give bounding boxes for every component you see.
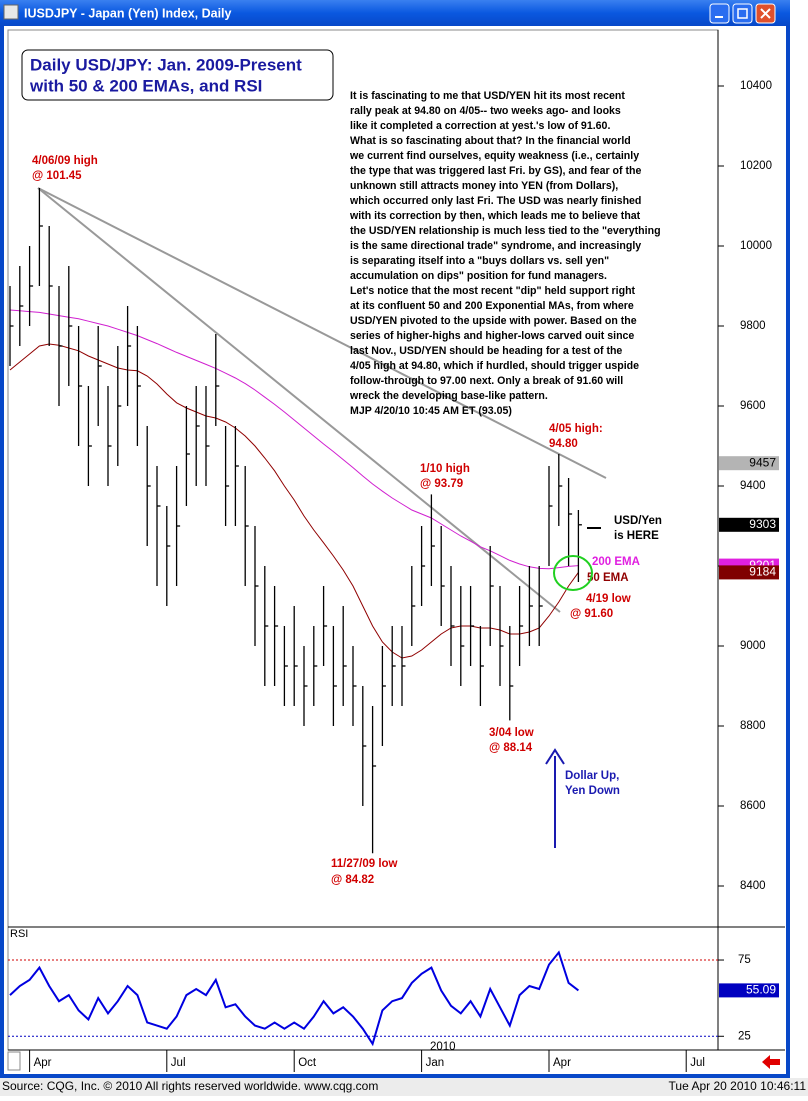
ema-50-line [9,343,579,659]
rsi-tag-label: 55.09 [746,983,776,997]
ema-200-line [9,309,579,570]
annotation: 1/10 high [420,463,470,475]
x-tick-label: Apr [553,1057,571,1069]
commentary-line: like it completed a correction at yest.'… [350,120,610,132]
y-tick-label: 8400 [740,880,766,892]
window-title: IUSDJPY - Japan (Yen) Index, Daily [24,6,232,20]
y-tick-label: 9800 [740,320,766,332]
price-tag-label: 9303 [749,517,776,531]
title-bar [0,0,790,26]
commentary-line: we current find ourselves, equity weakne… [349,150,639,162]
commentary-line: USD/YEN pivoted to the upside with power… [350,315,637,327]
x-year-label: 2010 [430,1041,456,1053]
annotation: 4/05 high: [549,423,603,435]
commentary-line: last Nov., USD/YEN should be heading for… [350,345,622,357]
y-tick-label: 75 [738,954,751,966]
panel-title: RSI [10,928,28,940]
chart-title: with 50 & 200 EMAs, and RSI [29,76,262,95]
status-bar [0,1078,808,1096]
annotation: Yen Down [565,785,620,797]
y-tick-label: 9600 [740,400,766,412]
trendline [37,187,607,479]
commentary-line: What is so fascinating about that? In th… [350,135,631,147]
commentary-line: rally peak at 94.80 on 4/05-- two weeks … [350,105,621,117]
price-tag-label: 9457 [749,455,776,469]
y-tick-label: 8600 [740,800,766,812]
trendline [37,187,561,613]
annotation: 94.80 [549,438,578,450]
arrow-head [545,748,565,765]
price-tag [719,517,779,532]
commentary-line: MJP 4/20/10 10:45 AM ET (93.05) [350,405,512,417]
annotation: @ 101.45 [32,170,82,182]
maximize-button[interactable] [732,3,753,24]
price-tag [719,456,779,471]
commentary-line: Let's notice that the most recent "dip" … [350,285,636,297]
x-tick-label: Oct [298,1057,317,1069]
annotation: 50 EMA [587,572,629,584]
commentary: It is fascinating to me that USD/YEN hit… [349,90,661,417]
commentary-line: It is fascinating to me that USD/YEN hit… [350,90,625,102]
window-icon [3,4,19,20]
commentary-line: at its confluent 50 and 200 Exponential … [350,300,634,312]
x-tick-label: Jul [690,1057,705,1069]
annotation: 3/04 low [489,727,534,739]
y-tick-label: 9400 [740,480,766,492]
annotation: @ 84.82 [331,874,374,886]
annotation: USD/Yen [614,515,662,527]
price-tag-label: 9184 [749,565,776,579]
commentary-line: is separating itself into a "buys dollar… [350,255,609,267]
commentary-line: 4/05 high at 94.80, which if hurdled, sh… [350,360,639,372]
price-tag [719,565,779,580]
annotation: @ 88.14 [489,742,533,754]
y-tick-label: 10200 [740,160,772,172]
annotation: 4/19 low [586,593,631,605]
y-tick-label: 10400 [740,80,772,92]
annotation: @ 91.60 [570,608,613,620]
footer-timestamp: Tue Apr 20 2010 10:46:11 [669,1079,807,1093]
x-tick-label: Jan [426,1057,445,1069]
commentary-line: accumulation on dips" position for fund … [350,270,607,282]
maximize-glyph [737,8,748,19]
rsi-line [9,950,580,1047]
close-glyph [760,8,771,19]
commentary-line: is the same directional trade" syndrome,… [350,240,641,252]
commentary-line: which occurred only last Fri. The USD wa… [349,195,641,207]
commentary-line: wreck the developing base-like pattern. [349,390,548,402]
scroll-arrow[interactable] [762,1055,780,1069]
scroll-box[interactable] [7,1051,21,1071]
commentary-line: series of higher-highs and higher-lows c… [350,330,634,342]
footer-source: Source: CQG, Inc. © 2010 All rights rese… [2,1079,378,1093]
annotation: @ 93.79 [420,478,463,490]
annotation: is HERE [614,530,659,542]
commentary-line: unknown still attracts money into YEN (f… [350,180,618,192]
commentary-line: the USD/YEN relationship is much less ti… [350,225,661,237]
title-box [21,49,334,101]
y-tick-label: 25 [738,1030,751,1042]
annotation: 4/06/09 high [32,155,98,167]
rsi-tag [719,983,779,998]
highlight-circle [553,555,593,591]
y-tick-label: 9000 [740,640,766,652]
y-tick-label: 8800 [740,720,766,732]
minimize-button[interactable] [709,3,730,24]
chart-title: Daily USD/JPY: Jan. 2009-Present [30,55,302,74]
commentary-line: follow-through to 97.00 next. Only a bre… [350,375,623,387]
plot-layer: 8400860088009000920094009600980010000102… [8,80,779,1072]
annotation: Dollar Up, [565,770,619,782]
commentary-line: with its correction by then, which leads… [349,210,641,222]
annotation: 11/27/09 low [331,858,398,870]
x-tick-label: Apr [34,1057,52,1069]
x-tick-label: Jul [171,1057,186,1069]
commentary-line: the type that was triggered last Fri. by… [350,165,641,177]
y-tick-label: 10000 [740,240,772,252]
window-buttons[interactable] [709,3,776,24]
annotation: 200 EMA [592,556,640,568]
